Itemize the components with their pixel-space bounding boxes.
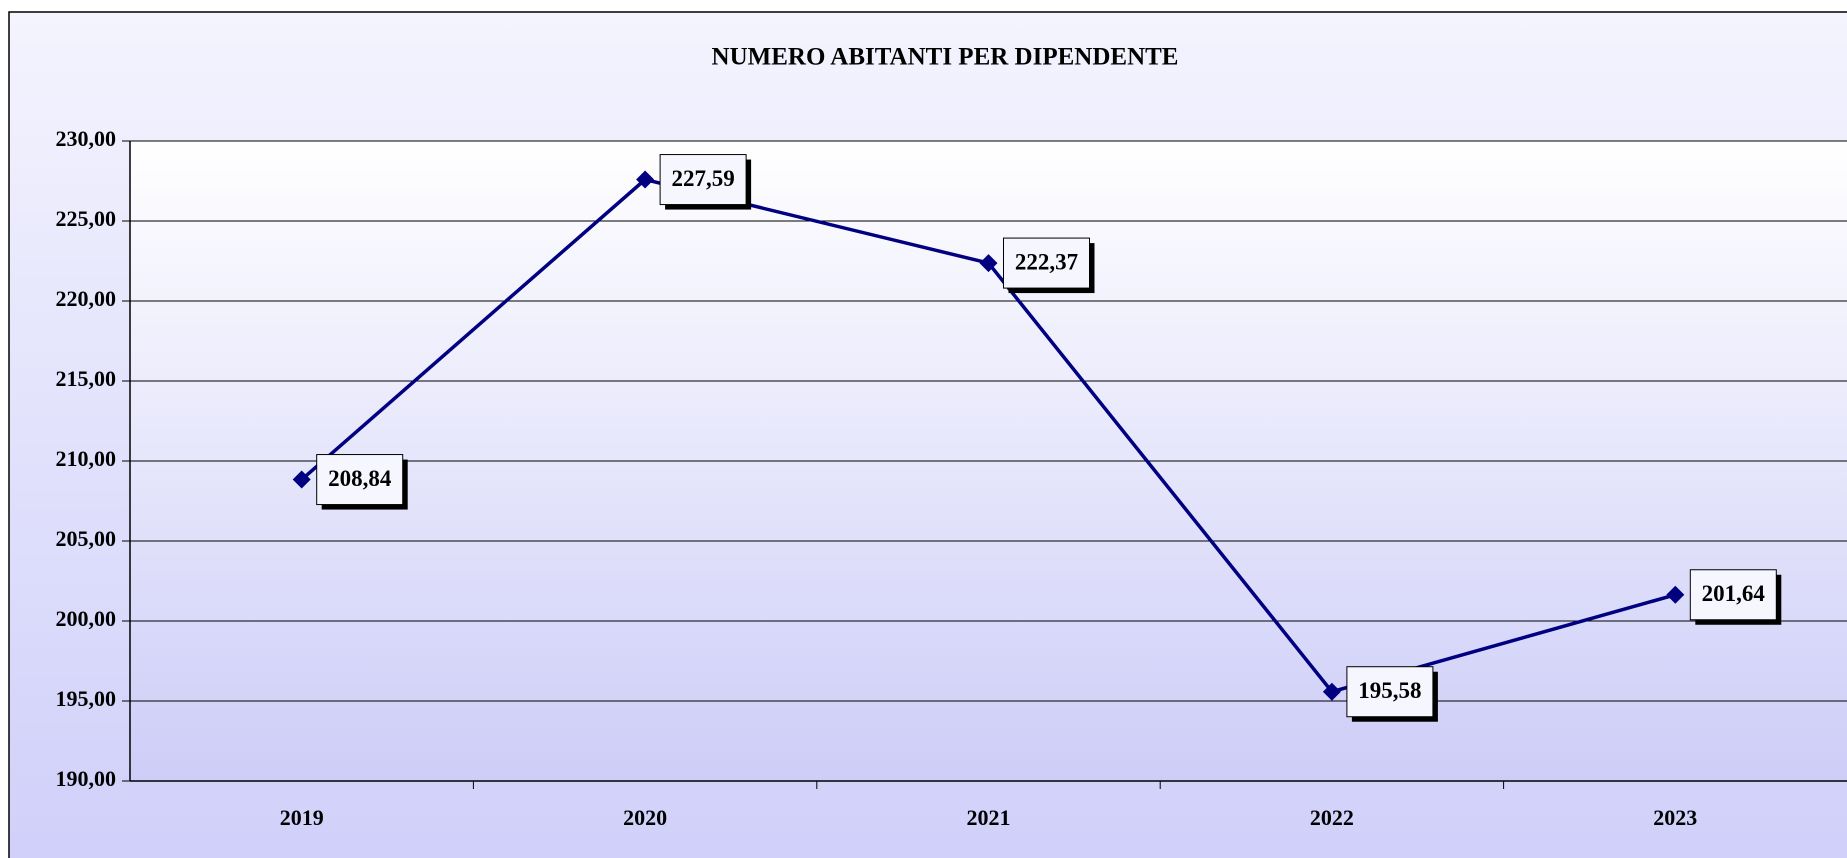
chart-title: NUMERO ABITANTI PER DIPENDENTE	[712, 44, 1179, 71]
y-tick-label: 195,00	[56, 686, 117, 711]
value-label: 222,37	[1015, 249, 1078, 274]
label-box	[1346, 666, 1434, 718]
y-tick-label: 220,00	[56, 286, 117, 311]
label-box	[316, 454, 404, 506]
y-tick-label: 215,00	[56, 366, 117, 391]
value-label: 208,84	[328, 466, 392, 491]
y-tick-label: 190,00	[56, 766, 117, 791]
point-marker	[1666, 585, 1685, 604]
x-tick-label: 2019	[280, 805, 324, 830]
label-box	[659, 154, 747, 206]
label-box	[1003, 237, 1090, 289]
label-box	[1689, 569, 1777, 621]
x-tick-label: 2020	[623, 805, 667, 830]
y-tick-label: 230,00	[56, 126, 117, 151]
value-label: 227,59	[671, 166, 734, 191]
y-tick-label: 205,00	[56, 526, 117, 551]
y-tick-label: 225,00	[56, 206, 117, 231]
point-marker	[1322, 682, 1341, 701]
y-tick-label: 200,00	[56, 606, 117, 631]
y-tick-label: 210,00	[56, 446, 117, 471]
x-tick-label: 2021	[967, 805, 1011, 830]
point-marker	[636, 170, 655, 189]
point-marker	[292, 470, 311, 489]
point-marker	[979, 254, 998, 273]
value-label: 195,58	[1358, 678, 1421, 703]
x-tick-label: 2022	[1310, 805, 1354, 830]
value-label: 201,64	[1702, 581, 1766, 606]
x-tick-label: 2023	[1653, 805, 1697, 830]
